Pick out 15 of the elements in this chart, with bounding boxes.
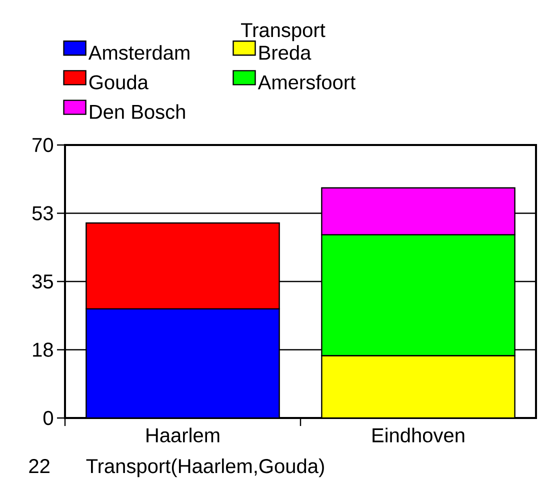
y-tick-label: 18 [33,342,53,357]
legend-label: Amersfoort [258,74,356,90]
text: 22 [29,459,50,473]
x-tick-label: Eindhoven [372,428,464,442]
legend-label: Den Bosch [90,104,185,120]
legend-title: Transport [241,23,326,42]
legend-label: Amsterdam [88,45,190,60]
y-tick-label: 70 [32,138,54,152]
y-tick-label: 53 [32,206,53,220]
x-tick-label: Haarlem [146,428,220,442]
legend-label: Breda [259,45,312,60]
text: Transport(Haarlem,Gouda) [86,458,324,478]
y-tick-label: 0 [43,410,54,426]
legend-label: Gouda [89,74,148,90]
y-tick-label: 35 [32,274,53,289]
